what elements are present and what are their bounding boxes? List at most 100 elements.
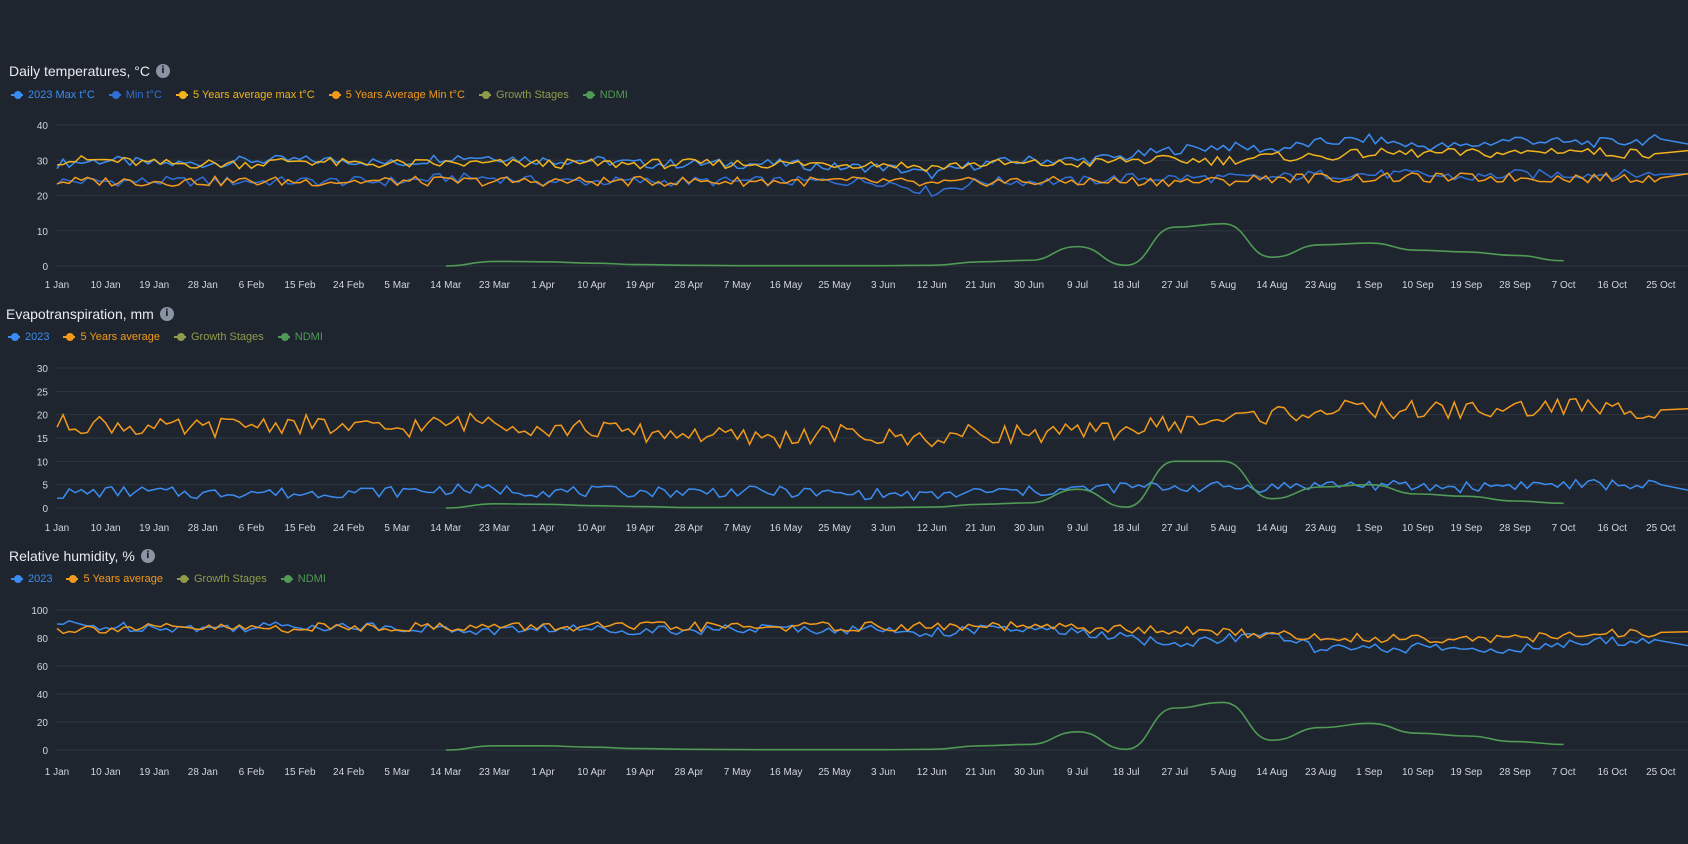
- legend-item[interactable]: 2023: [11, 573, 52, 585]
- x-tick-label: 23 Mar: [479, 280, 511, 291]
- info-icon[interactable]: i: [140, 549, 155, 563]
- legend-item[interactable]: Growth Stages: [478, 89, 569, 101]
- legend-label: 2023: [28, 573, 53, 585]
- x-tick-label: 24 Feb: [333, 523, 365, 534]
- x-tick-label: 7 Oct: [1552, 767, 1576, 778]
- x-tick-label: 1 Sep: [1356, 280, 1383, 291]
- legend-item[interactable]: Growth Stages: [174, 331, 264, 343]
- x-tick-label: 24 Feb: [333, 280, 365, 291]
- x-tick-label: 25 Oct: [1646, 767, 1676, 778]
- legend-marker-icon: [11, 90, 23, 100]
- panel-title: Relative humidity, % i: [9, 548, 155, 564]
- legend-label: 5 Years average: [83, 573, 163, 585]
- x-tick-label: 12 Jun: [917, 523, 947, 534]
- x-tick-label: 18 Jul: [1113, 523, 1140, 534]
- legend-item[interactable]: NDMI: [277, 331, 323, 343]
- x-tick-label: 5 Aug: [1211, 767, 1237, 778]
- x-tick-label: 23 Aug: [1305, 767, 1336, 778]
- x-tick-label: 7 May: [724, 767, 751, 778]
- legend-item[interactable]: 2023 Max t°C: [11, 89, 95, 101]
- x-tick-label: 15 Feb: [284, 767, 316, 778]
- series-line: [56, 132, 1688, 180]
- x-tick-label: 10 Sep: [1402, 523, 1434, 534]
- legend-label: Growth Stages: [495, 89, 569, 101]
- x-tick-label: 6 Feb: [239, 767, 265, 778]
- x-tick-label: 19 Apr: [626, 280, 656, 291]
- legend-item[interactable]: Growth Stages: [177, 573, 267, 585]
- legend-marker-icon: [11, 574, 23, 584]
- legend-marker-icon: [478, 90, 491, 100]
- evapo-title: Evapotranspiration, mm: [6, 306, 154, 322]
- evapo-panel: Evapotranspiration, mm i 2023 5 Years ave…: [0, 300, 1688, 540]
- series-line-ndmi: [445, 222, 1564, 267]
- x-tick-label: 14 Aug: [1256, 523, 1287, 534]
- info-icon[interactable]: i: [155, 64, 170, 78]
- legend-label: Growth Stages: [191, 331, 264, 343]
- x-tick-label: 3 Jun: [871, 767, 895, 778]
- x-tick-label: 21 Jun: [965, 280, 995, 291]
- info-icon[interactable]: i: [159, 307, 174, 321]
- y-tick-label: 100: [31, 606, 48, 617]
- x-tick-label: 5 Mar: [384, 280, 410, 291]
- legend-label: 5 Years average max t°C: [192, 89, 315, 101]
- humidity-panel: Relative humidity, % i 2023 5 Years avera…: [0, 540, 1688, 780]
- x-tick-label: 28 Sep: [1499, 280, 1531, 291]
- x-tick-label: 23 Aug: [1305, 280, 1336, 291]
- series-line: [56, 620, 1688, 644]
- series-line: [56, 478, 1688, 502]
- legend-item[interactable]: 5 Years average: [66, 573, 163, 585]
- x-tick-label: 3 Jun: [871, 523, 895, 534]
- x-tick-label: 14 Mar: [430, 280, 462, 291]
- temperature-title: Daily temperatures, °C: [9, 63, 150, 79]
- x-tick-label: 12 Jun: [917, 767, 947, 778]
- x-tick-label: 14 Aug: [1256, 767, 1287, 778]
- legend-item[interactable]: 5 Years Average Min t°C: [328, 89, 465, 101]
- x-tick-label: 1 Sep: [1356, 767, 1383, 778]
- legend-label: 5 Years average: [80, 331, 160, 343]
- y-tick-label: 30: [37, 156, 49, 167]
- x-tick-label: 10 Jan: [91, 280, 121, 291]
- series-line-ndmi: [445, 460, 1564, 509]
- legend-item[interactable]: 5 Years average max t°C: [175, 89, 315, 101]
- x-tick-label: 5 Aug: [1211, 523, 1237, 534]
- legend-item[interactable]: NDMI: [582, 89, 628, 101]
- y-tick-label: 30: [37, 364, 49, 375]
- x-tick-label: 21 Jun: [965, 767, 995, 778]
- y-tick-label: 0: [42, 262, 48, 273]
- x-tick-label: 25 May: [818, 523, 851, 534]
- legend-marker-icon: [582, 90, 595, 100]
- legend-item[interactable]: 2023: [8, 331, 49, 343]
- y-tick-label: 60: [37, 662, 49, 673]
- series-line-ndmi: [445, 701, 1564, 751]
- legend-label: NDMI: [599, 89, 628, 101]
- x-tick-label: 28 Apr: [674, 280, 704, 291]
- legend-marker-icon: [63, 332, 76, 342]
- y-tick-label: 25: [37, 387, 49, 398]
- y-tick-label: 15: [37, 434, 49, 445]
- x-tick-label: 5 Mar: [384, 523, 410, 534]
- x-tick-label: 19 Sep: [1451, 280, 1483, 291]
- x-tick-label: 7 May: [724, 280, 751, 291]
- x-tick-label: 16 May: [770, 280, 803, 291]
- legend-item[interactable]: NDMI: [280, 573, 326, 585]
- y-tick-label: 0: [42, 504, 48, 515]
- x-tick-label: 28 Sep: [1499, 767, 1531, 778]
- legend-item[interactable]: 5 Years average: [63, 331, 160, 343]
- legend-item[interactable]: Min t°C: [108, 89, 162, 101]
- x-tick-label: 25 May: [818, 280, 851, 291]
- x-tick-label: 16 May: [770, 767, 803, 778]
- x-tick-label: 28 Jan: [188, 523, 218, 534]
- x-tick-label: 19 Jan: [139, 523, 169, 534]
- x-tick-label: 27 Jul: [1161, 523, 1188, 534]
- y-tick-label: 80: [37, 634, 49, 645]
- series-line: [56, 168, 1688, 198]
- x-tick-label: 19 Jan: [139, 767, 169, 778]
- x-tick-label: 6 Feb: [239, 280, 265, 291]
- x-tick-label: 23 Aug: [1305, 523, 1336, 534]
- x-tick-label: 19 Apr: [626, 767, 656, 778]
- x-tick-label: 10 Jan: [91, 523, 121, 534]
- x-tick-label: 1 Apr: [531, 767, 555, 778]
- x-tick-label: 14 Mar: [430, 523, 462, 534]
- temperature-chart: 0 10 20 30 40 1 Jan 10 Jan 19 Jan 28 Jan 6 Feb 15 …: [37, 121, 1688, 291]
- x-tick-label: 7 Oct: [1552, 523, 1576, 534]
